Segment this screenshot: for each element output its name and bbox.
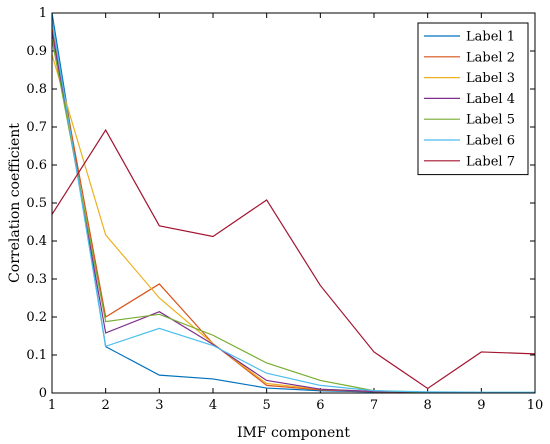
legend-label: Label 6 bbox=[466, 134, 515, 149]
y-tick-label: 0.8 bbox=[26, 82, 47, 97]
axes-frame bbox=[51, 12, 536, 394]
series-line-6 bbox=[51, 20, 535, 393]
series-lines bbox=[51, 12, 536, 394]
x-tick-label: 7 bbox=[370, 398, 378, 413]
y-tick-label: 0.3 bbox=[26, 272, 47, 287]
y-tick-label: 1 bbox=[39, 6, 47, 21]
legend-label: Label 1 bbox=[466, 30, 515, 45]
x-tick-label: 8 bbox=[424, 398, 432, 413]
y-tick-label: 0.4 bbox=[26, 234, 47, 249]
legend-label: Label 3 bbox=[466, 71, 515, 86]
y-tick-label: 0.6 bbox=[26, 158, 47, 173]
x-tick-label: 6 bbox=[316, 398, 324, 413]
x-tick-label: 3 bbox=[155, 398, 163, 413]
legend-label: Label 7 bbox=[466, 154, 515, 169]
legend-label: Label 4 bbox=[466, 92, 515, 107]
y-tick-label: 0.9 bbox=[26, 44, 47, 59]
x-tick-label: 5 bbox=[263, 398, 271, 413]
series-line-7 bbox=[51, 128, 536, 390]
y-tick-label: 0 bbox=[39, 386, 47, 401]
x-tick-label: 10 bbox=[527, 398, 544, 413]
y-tick-label: 0.1 bbox=[26, 348, 47, 363]
y-axis-label: Correlation coefficient bbox=[7, 123, 23, 283]
x-tick-label: 2 bbox=[102, 398, 110, 413]
x-axis-label: IMF component bbox=[237, 425, 350, 441]
legend-label: Label 2 bbox=[466, 50, 515, 65]
y-tick-label: 0.2 bbox=[26, 310, 47, 325]
x-tick-label: 9 bbox=[477, 398, 485, 413]
x-tick-label: 1 bbox=[48, 398, 56, 413]
y-tick-label: 0.5 bbox=[26, 196, 47, 211]
y-tick-label: 0.7 bbox=[26, 120, 47, 135]
legend: Label 1 Label 2 Label 3 Label 4 Label 5 Label… bbox=[417, 22, 529, 176]
legend-label: Label 5 bbox=[466, 113, 515, 128]
x-tick-label: 4 bbox=[209, 398, 217, 413]
